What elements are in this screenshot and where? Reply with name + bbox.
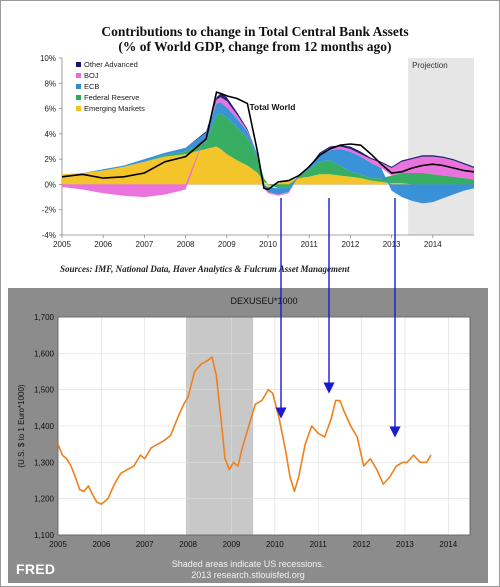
legend-swatch — [76, 95, 81, 100]
total-world-line — [61, 91, 475, 191]
y-tick-label: 1,700 — [34, 313, 55, 322]
y-tick-label: 4% — [44, 130, 56, 139]
x-tick-label: 2013 — [383, 240, 401, 249]
exchange-rate-line — [57, 356, 432, 505]
x-tick-label: 2011 — [310, 540, 328, 549]
x-tick-label: 2008 — [179, 540, 197, 549]
x-tick-label: 2006 — [92, 540, 110, 549]
x-tick-label: 2009 — [223, 540, 241, 549]
projection-label: Projection — [412, 61, 448, 70]
x-tick-label: 2012 — [353, 540, 371, 549]
x-tick-label: 2009 — [218, 240, 236, 249]
sources-note: Sources: IMF, National Data, Haver Analy… — [60, 264, 350, 274]
y-tick-label: 8% — [44, 79, 56, 88]
x-tick-label: 2014 — [424, 240, 442, 249]
area-federal-reserve — [62, 113, 474, 189]
legend-label: BOJ — [84, 71, 99, 80]
y-tick-label: 0% — [44, 180, 56, 189]
plot-border — [57, 316, 471, 536]
legend-label: Other Advanced — [84, 60, 138, 69]
x-tick-label: 2005 — [49, 540, 67, 549]
y-tick-label: 1,100 — [34, 531, 55, 540]
x-tick-label: 2008 — [177, 240, 195, 249]
x-tick-label: 2005 — [53, 240, 71, 249]
area-ecb — [62, 102, 474, 204]
central-bank-assets-chart: Projection -4% -2% 0% 2% 4% 6% 8% 10% 2005 2006 200… — [40, 54, 475, 249]
y-tick-label: 1,200 — [34, 495, 55, 504]
x-tick-label: 2006 — [94, 240, 112, 249]
y-axis-label: (U.S. $ to 1 Euro*1000) — [17, 384, 26, 467]
y-tick-label: 1,600 — [34, 349, 55, 358]
source-url-note: 2013 research.stlouisfed.org — [191, 570, 305, 580]
y-tick-label: -4% — [42, 231, 56, 240]
top-chart-title-line2: (% of World GDP, change from 12 months a… — [118, 39, 392, 54]
x-tick-label: 2012 — [342, 240, 360, 249]
x-tick-label: 2013 — [396, 540, 414, 549]
y-tick-label: 10% — [40, 54, 56, 63]
top-chart-title: Contributions to change in Total Central… — [40, 24, 470, 54]
legend-swatch — [76, 106, 81, 111]
x-tick-label: 2007 — [136, 240, 154, 249]
y-tick-label: -2% — [42, 206, 56, 215]
y-tick-label: 1,400 — [34, 422, 55, 431]
top-chart-title-line1: Contributions to change in Total Central… — [101, 24, 409, 39]
legend-label: Emerging Markets — [84, 104, 145, 113]
x-tick-label: 2007 — [136, 540, 154, 549]
projection-shade — [408, 58, 474, 235]
area-emerging-markets — [62, 146, 474, 187]
x-tick-label: 2010 — [259, 240, 277, 249]
x-tick-label: 2011 — [301, 240, 319, 249]
fred-graph-panel: DEXUSEU*1000 1,100 1,200 1,300 1,400 1,500 1,6… — [8, 288, 488, 583]
legend-label: Federal Reserve — [84, 93, 139, 102]
x-tick-label: 2014 — [439, 540, 457, 549]
y-tick-label: 6% — [44, 105, 56, 114]
total-world-label: Total World — [249, 102, 295, 112]
legend-swatch — [76, 84, 81, 89]
exchange-rate-title: DEXUSEU*1000 — [230, 296, 297, 306]
exchange-rate-chart: DEXUSEU*1000 1,100 1,200 1,300 1,400 1,500 1,6… — [17, 296, 471, 549]
legend-swatch — [76, 62, 81, 67]
recession-note: Shaded areas indicate US recessions. — [171, 559, 325, 569]
area-boj — [62, 97, 474, 198]
y-tick-label: 1,500 — [34, 386, 55, 395]
fred-logo: FRED — [16, 561, 56, 577]
legend-swatch — [76, 73, 81, 78]
legend-label: ECB — [84, 82, 99, 91]
y-tick-label: 2% — [44, 155, 56, 164]
x-tick-label: 2010 — [266, 540, 284, 549]
y-tick-label: 1,300 — [34, 458, 55, 467]
